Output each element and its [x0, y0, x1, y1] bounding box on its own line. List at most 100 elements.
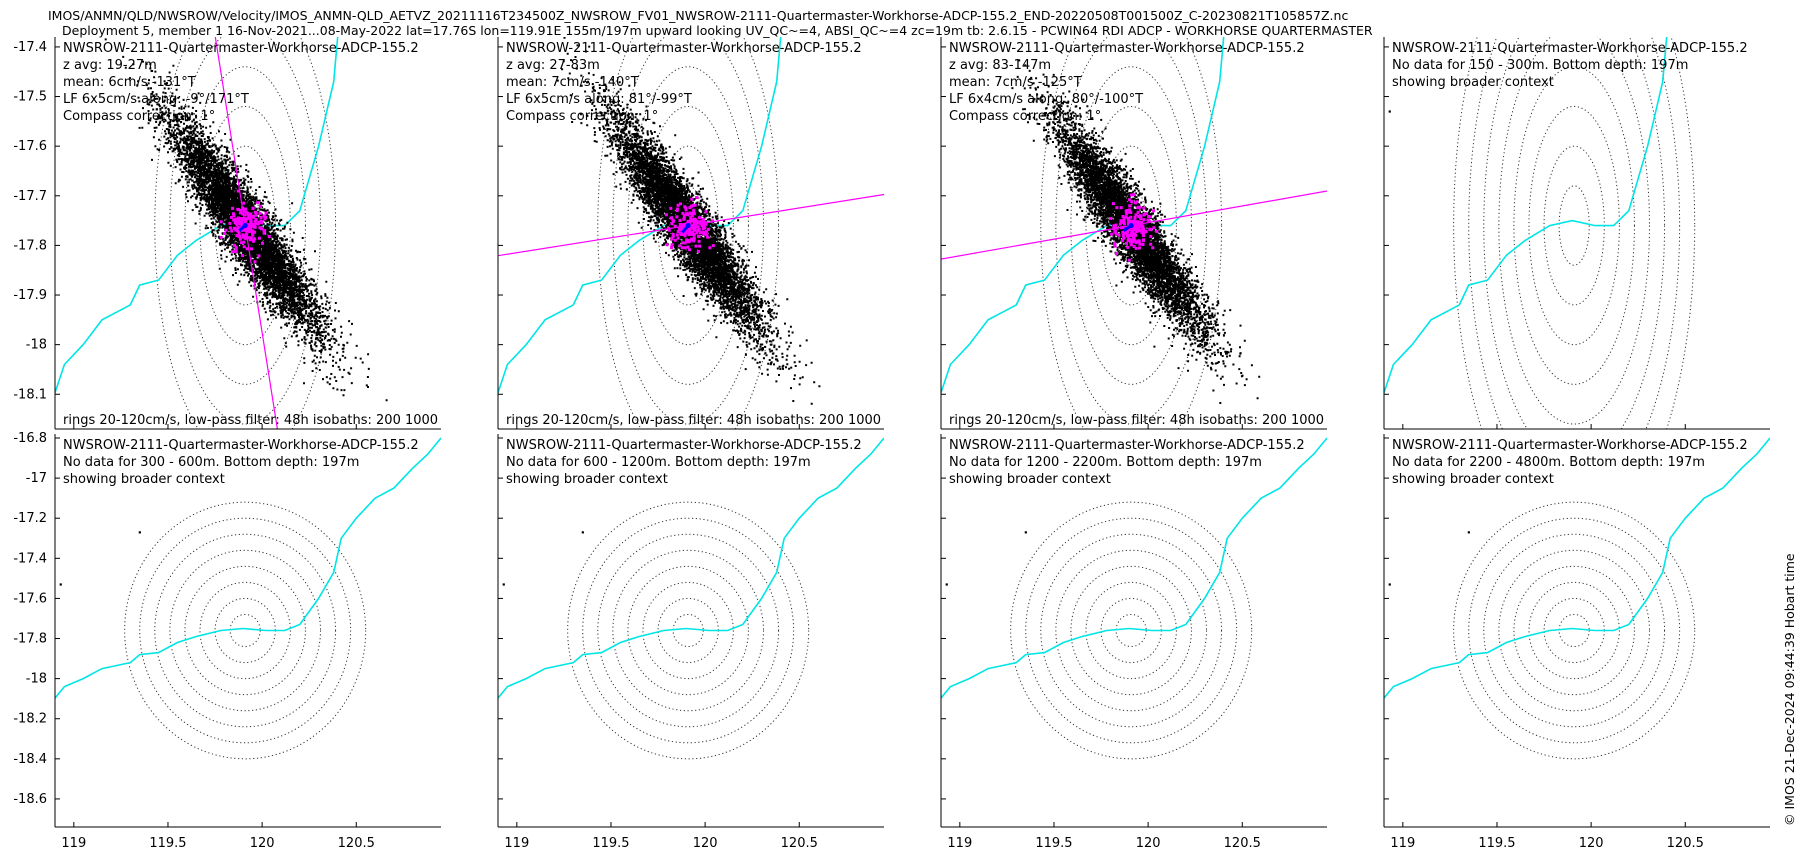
- y-tick-label: -18.6: [13, 792, 47, 807]
- x-tick-label: 120.5: [1667, 836, 1704, 850]
- panel-info-line: No data for 300 - 600m. Bottom depth: 19…: [63, 455, 359, 470]
- range-ring: [1115, 613, 1147, 648]
- panel-footer: rings 20-120cm/s, low-pass filter: 48h i…: [506, 413, 956, 428]
- range-ring: [1468, 517, 1681, 744]
- y-tick-label: -17.6: [13, 139, 47, 154]
- range-ring: [1513, 565, 1635, 696]
- panel-info-line: No data for 150 - 300m. Bottom depth: 19…: [1392, 58, 1688, 73]
- panel-title: NWSROW-2111-Quartermaster-Workhorse-ADCP…: [63, 438, 419, 453]
- range-ring: [1498, 37, 1650, 425]
- panel-title: NWSROW-2111-Quartermaster-Workhorse-ADCP…: [1392, 438, 1748, 453]
- range-ring: [1070, 66, 1192, 385]
- isobath-line: [1384, 437, 1770, 700]
- range-ring: [1040, 533, 1223, 728]
- panel-info-line: No data for 600 - 1200m. Bottom depth: 1…: [506, 455, 811, 470]
- panel-info-line: showing broader context: [949, 472, 1111, 487]
- panel-info-line: showing broader context: [63, 472, 225, 487]
- outlier-point: [945, 583, 948, 586]
- x-tick-label: 119.5: [1035, 836, 1072, 850]
- x-tick-label: 120: [1136, 836, 1161, 850]
- panel-info-line: LF 6x5cm/s along: 81°/-99°T: [506, 92, 692, 107]
- y-tick-label: -18.2: [13, 712, 47, 727]
- x-tick-label: 119.5: [149, 836, 186, 850]
- range-ring: [154, 533, 337, 728]
- x-tick-label: 119: [947, 836, 972, 850]
- outlier-point: [59, 583, 62, 586]
- x-tick-label: 120.5: [781, 836, 818, 850]
- x-tick-label: 119.5: [592, 836, 629, 850]
- panel-info-line: Compass correction: 1°: [949, 109, 1101, 124]
- panel-title: NWSROW-2111-Quartermaster-Workhorse-ADCP…: [949, 438, 1305, 453]
- range-ring: [612, 37, 764, 425]
- y-tick-label: -17.8: [13, 238, 47, 253]
- y-tick-label: -17: [26, 471, 47, 486]
- panel-info-line: mean: 7cm/s -125°T: [949, 75, 1082, 90]
- plot-area: [941, 37, 1327, 429]
- y-tick-label: -17.7: [13, 189, 47, 204]
- panel-info-line: showing broader context: [506, 472, 668, 487]
- range-ring: [184, 565, 306, 696]
- plot-area: [55, 37, 388, 429]
- panel-5: -16.8 -17 -17.2 -17.4 -17.6 -17.8 -18 -18.2 -18.…: [13, 431, 441, 850]
- outlier-point: [502, 583, 505, 586]
- copyright-timestamp-label: © IMOS 21-Dec-2024 09:44:39 Hobart time: [1782, 553, 1797, 826]
- file-path-header: IMOS/ANMN/QLD/NWSROW/Velocity/IMOS_ANMN-…: [48, 8, 1349, 23]
- range-ring: [199, 581, 291, 680]
- plot-area: [941, 437, 1327, 760]
- range-ring: [1468, 37, 1681, 429]
- panel-info-line: No data for 1200 - 2200m. Bottom depth: …: [949, 455, 1262, 470]
- panel-footer: rings 20-120cm/s, low-pass filter: 48h i…: [63, 413, 513, 428]
- range-ring: [642, 581, 734, 680]
- isobath-line: [941, 437, 1327, 700]
- plot-area: [498, 37, 884, 429]
- range-ring: [1085, 105, 1177, 346]
- range-ring: [612, 549, 764, 712]
- x-tick-label: 120.5: [338, 836, 375, 850]
- panel-info-line: showing broader context: [1392, 472, 1554, 487]
- outlier-point: [1024, 531, 1027, 534]
- isobath-line: [498, 437, 884, 700]
- y-tick-label: -18.1: [13, 387, 47, 402]
- panel-7: 119 119.5 120 120.5 NWSROW-2111-Quartermaste…: [940, 434, 1327, 850]
- panel-3: NWSROW-2111-Quartermaster-Workhorse-ADCP…: [940, 37, 1399, 430]
- range-ring: [1453, 501, 1696, 760]
- y-tick-label: -18: [26, 338, 47, 353]
- x-tick-label: 120: [250, 836, 275, 850]
- range-ring: [567, 501, 810, 760]
- y-tick-label: -17.9: [13, 288, 47, 303]
- y-tick-label: -16.8: [13, 431, 47, 446]
- mean-velocity-marker: [242, 223, 248, 229]
- x-tick-label: 119.5: [1478, 836, 1515, 850]
- range-ring: [184, 66, 306, 385]
- y-tick-label: -17.6: [13, 591, 47, 606]
- y-tick-label: -17.5: [13, 90, 47, 105]
- range-ring: [1558, 185, 1590, 266]
- range-ring: [1483, 533, 1666, 728]
- y-tick-label: -17.4: [13, 551, 47, 566]
- isobath-line: [1384, 37, 1668, 396]
- range-ring: [1010, 501, 1253, 760]
- panel-4: NWSROW-2111-Quartermaster-Workhorse-ADCP…: [1383, 37, 1770, 430]
- range-ring: [1025, 517, 1238, 744]
- range-ring: [1055, 37, 1207, 425]
- x-tick-label: 120: [1579, 836, 1604, 850]
- plot-area: [1384, 437, 1770, 760]
- x-tick-label: 119: [504, 836, 529, 850]
- range-ring: [1085, 581, 1177, 680]
- range-ring: [642, 105, 734, 346]
- panel-info-line: z avg: 27-83m: [506, 58, 600, 73]
- panel-info-line: showing broader context: [1392, 75, 1554, 90]
- panel-title: NWSROW-2111-Quartermaster-Workhorse-ADCP…: [1392, 41, 1748, 56]
- panel-6: 119 119.5 120 120.5 NWSROW-2111-Quartermaste…: [497, 434, 884, 850]
- panel-info-line: mean: 7cm/s -140°T: [506, 75, 639, 90]
- x-tick-label: 119: [1390, 836, 1415, 850]
- range-ring: [1070, 565, 1192, 696]
- panel-info-line: z avg: 19-27m: [63, 58, 157, 73]
- panel-title: NWSROW-2111-Quartermaster-Workhorse-ADCP…: [63, 41, 419, 56]
- range-ring: [169, 549, 321, 712]
- x-tick-label: 119: [61, 836, 86, 850]
- panel-footer: rings 20-120cm/s, low-pass filter: 48h i…: [949, 413, 1399, 428]
- panel-title: NWSROW-2111-Quartermaster-Workhorse-ADCP…: [506, 438, 862, 453]
- range-ring: [139, 517, 352, 744]
